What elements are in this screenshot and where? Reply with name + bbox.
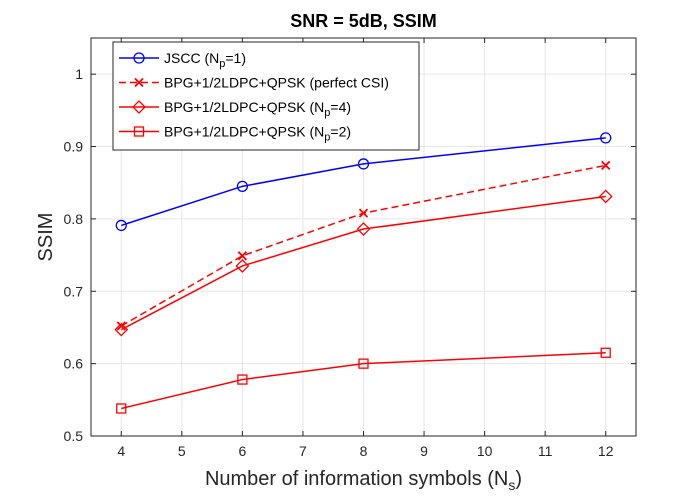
series-line [120,195,606,331]
legend-marker [133,126,145,137]
legend-item-4: BPG+1/2LDPC+QPSK (Np=2) [119,124,351,144]
data-point-marker [235,259,250,273]
data-point-marker [237,374,248,385]
data-point-marker [598,189,613,204]
legend-marker [133,52,145,64]
series-4 [116,347,611,414]
legend-label: BPG+1/2LDPC+QPSK (Np=4) [164,99,351,119]
x-tick-label: 9 [420,443,428,459]
legend-label: BPG+1/2LDPC+QPSK (Np=2) [164,124,351,144]
y-tick-label: 0.6 [64,356,84,372]
y-tick-label: 1 [75,66,83,82]
x-axis-label-tail: ) [515,468,522,490]
x-tick-label: 11 [538,443,553,459]
series-1 [115,132,612,232]
series-line [121,352,606,410]
data-point-marker [356,222,371,236]
legend-marker [134,77,144,88]
x-axis-label-sub: s [508,477,515,493]
y-tick-label: 0.9 [64,139,84,155]
x-tick-label: 12 [598,443,614,459]
data-point-marker [116,403,127,414]
data-point-marker [358,208,369,218]
x-tick-label: 7 [299,443,307,459]
y-tick-label: 0.7 [64,283,84,299]
x-tick-label: 10 [477,443,493,459]
data-point-marker [236,180,249,192]
data-point-marker [114,322,129,337]
legend-box [112,41,420,151]
data-point-marker [237,251,248,261]
x-axis-label-main: Number of information symbols (N [205,468,508,490]
data-point-marker [600,347,611,358]
y-tick-label: 0.8 [64,211,84,227]
x-tick-label: 6 [238,443,246,459]
x-axis-label: Number of information symbols (Ns) [205,468,522,493]
y-axis-label: SSIM [35,213,57,262]
data-point-marker [600,132,612,144]
series-line [121,137,606,227]
legend-item-1: JSCC (Np=1) [119,50,246,70]
data-point-marker [115,219,127,232]
series-2 [116,160,611,331]
legend-marker [132,100,146,114]
legend: JSCC (Np=1) BPG+1/2LDPC+QPSK (perfect CSI… [112,41,420,151]
series-3 [114,189,613,337]
tick-labels: 4 5 6 7 8 9 10 11 12 0.5 0.6 0.7 0.8 0.9 1 [64,38,636,459]
y-tick-label: 0.5 [64,428,84,444]
series-line [120,164,606,327]
data-point-marker [358,358,369,369]
data-point-marker [357,158,370,170]
legend-item-3: BPG+1/2LDPC+QPSK (Np=4) [119,99,351,119]
legend-label: BPG+1/2LDPC+QPSK (perfect CSI) [164,75,389,91]
legend-item-2: BPG+1/2LDPC+QPSK (perfect CSI) [119,75,389,91]
data-point-marker [601,160,611,170]
x-tick-label: 4 [117,443,125,459]
x-tick-label: 5 [178,443,186,459]
x-tick-label: 8 [360,443,368,459]
legend-label: JSCC (Np=1) [164,50,246,70]
chart-title: SNR = 5dB, SSIM [290,11,437,31]
series-group [114,132,613,414]
